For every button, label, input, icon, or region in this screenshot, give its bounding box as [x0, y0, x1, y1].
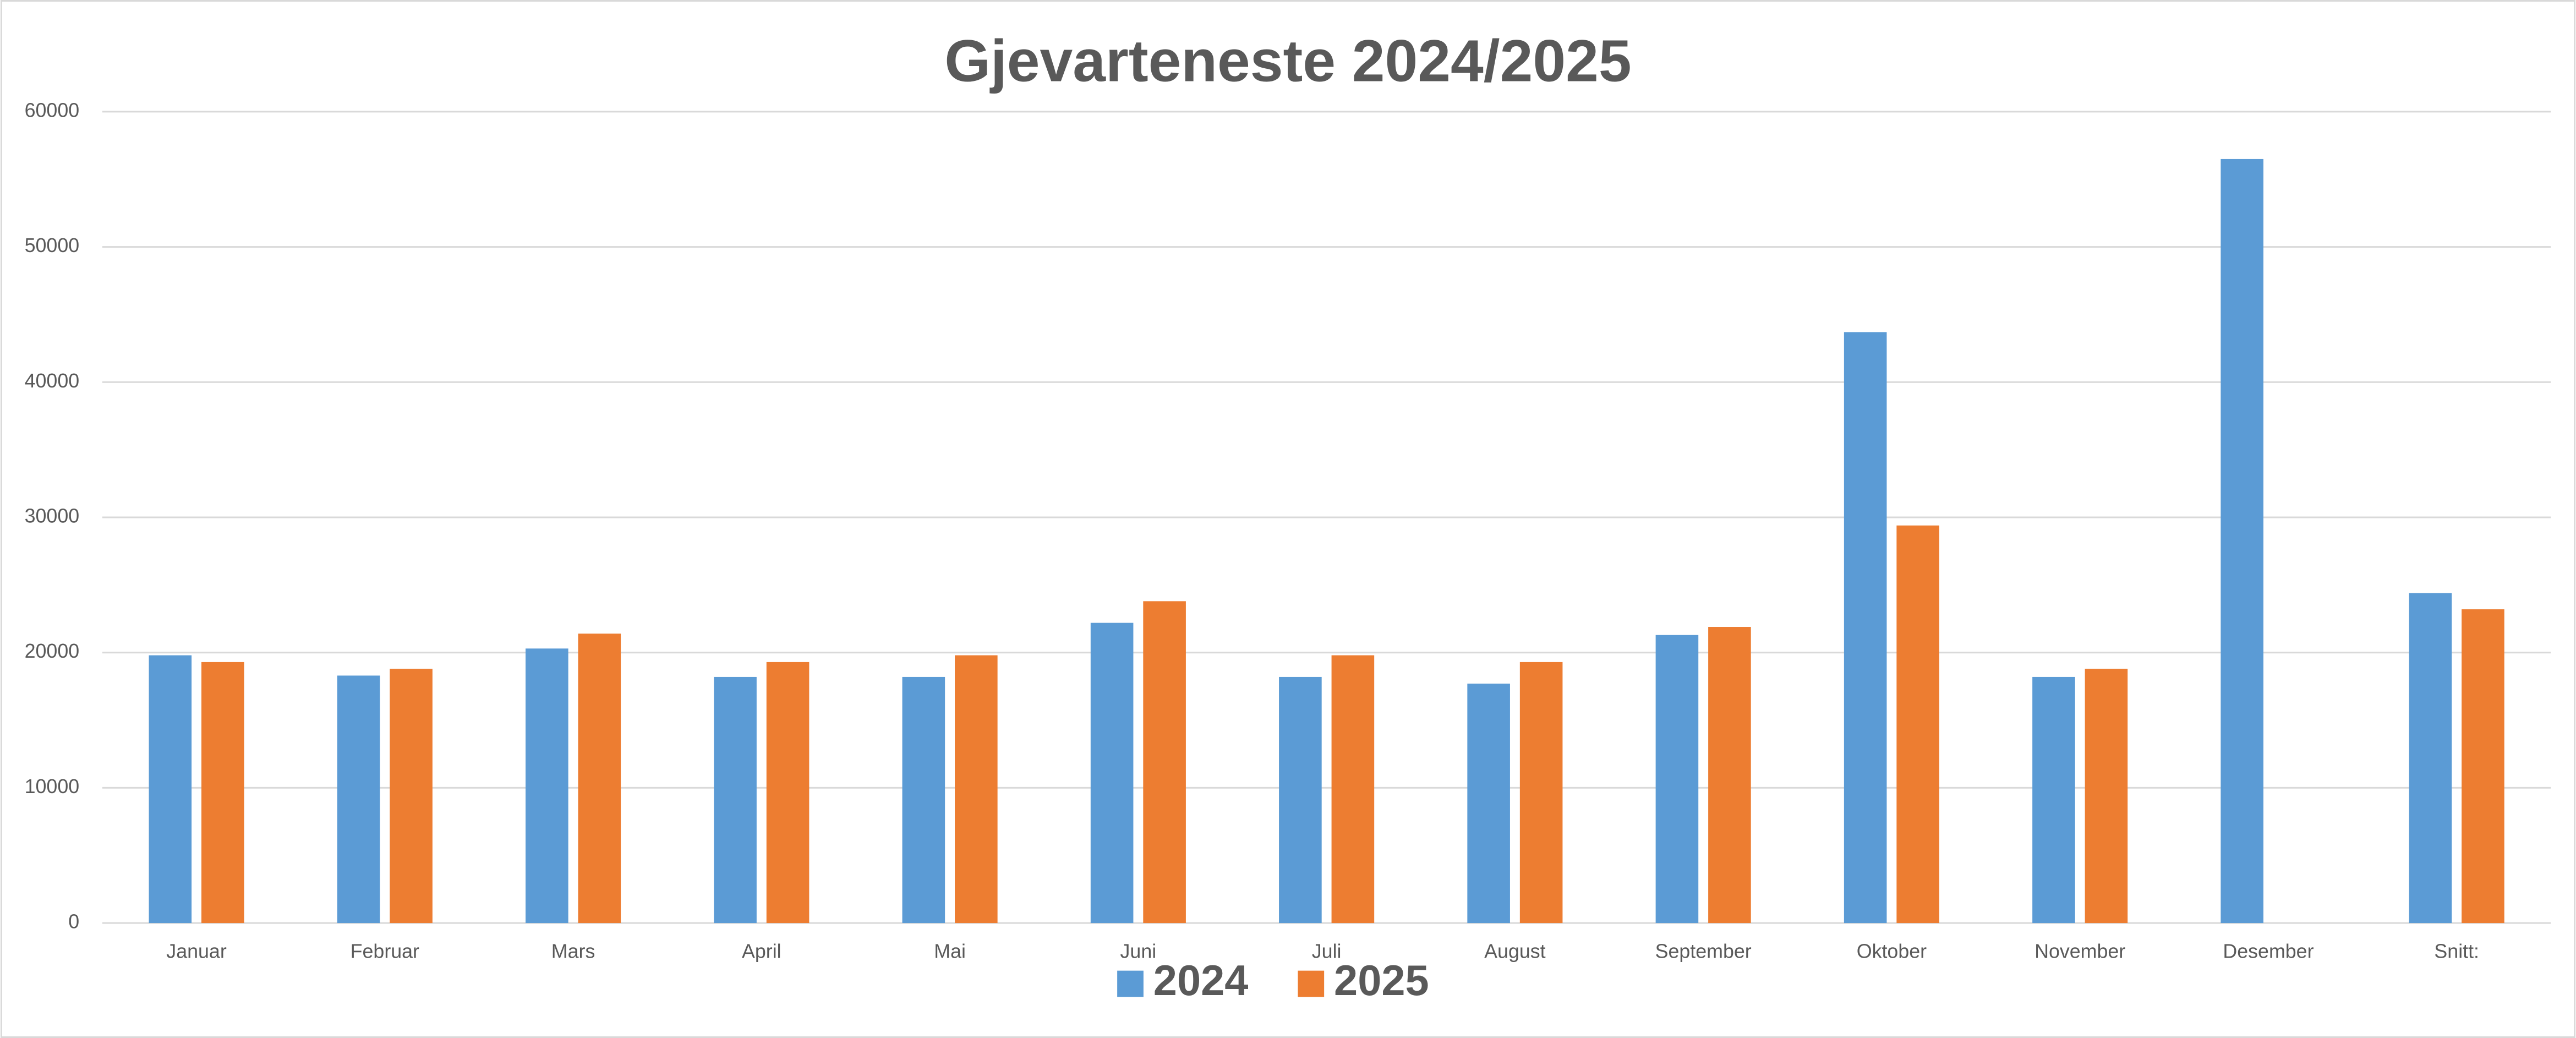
bar [2032, 676, 2075, 924]
bar [149, 655, 192, 924]
x-tick-label: Juni [1120, 940, 1157, 962]
y-tick-label: 0 [68, 911, 79, 933]
bar [2220, 159, 2263, 924]
chart-title: Gjevarteneste 2024/2025 [944, 28, 1631, 94]
x-tick-label: Januar [166, 940, 227, 962]
y-tick-label: 50000 [25, 234, 80, 256]
legend-label: 2024 [1153, 957, 1249, 1004]
x-tick-label: Mars [551, 940, 595, 962]
bar [1279, 676, 1322, 924]
bar [902, 676, 945, 924]
y-tick-label: 10000 [25, 775, 80, 797]
bar [526, 648, 568, 924]
bar [1331, 655, 1375, 924]
x-tick-label: November [2034, 940, 2125, 962]
bar [1655, 635, 1699, 924]
legend-swatch [1298, 970, 1325, 997]
legend-label: 2025 [1334, 957, 1429, 1004]
x-tick-label: Desember [2223, 940, 2314, 962]
bar [1143, 601, 1186, 924]
bar [1467, 684, 1510, 924]
y-tick-label: 20000 [25, 640, 80, 662]
y-tick-label: 40000 [25, 370, 80, 392]
bar [2462, 609, 2504, 924]
x-tick-label: Juli [1312, 940, 1342, 962]
x-tick-label: April [742, 940, 781, 962]
x-tick-label: Februar [351, 940, 419, 962]
bar [766, 662, 810, 924]
y-tick-label: 60000 [25, 99, 80, 121]
x-tick-label: Oktober [1857, 940, 1927, 962]
bar [578, 633, 621, 924]
bar [2409, 593, 2452, 924]
legend-swatch [1117, 970, 1144, 997]
bar [714, 676, 757, 924]
x-tick-label: Snitt: [2434, 940, 2479, 962]
bar [2085, 669, 2128, 924]
x-tick-label: August [1484, 940, 1546, 962]
bar [337, 675, 380, 924]
y-tick-label: 30000 [25, 505, 80, 527]
bar [390, 669, 433, 924]
bar [1896, 525, 1939, 924]
bar [201, 662, 244, 924]
bar [1519, 662, 1563, 924]
bar [1090, 622, 1134, 924]
bar [1708, 627, 1751, 924]
bar [1844, 332, 1887, 924]
x-tick-label: Mai [934, 940, 966, 962]
bar [955, 655, 998, 924]
x-tick-label: September [1655, 940, 1752, 962]
